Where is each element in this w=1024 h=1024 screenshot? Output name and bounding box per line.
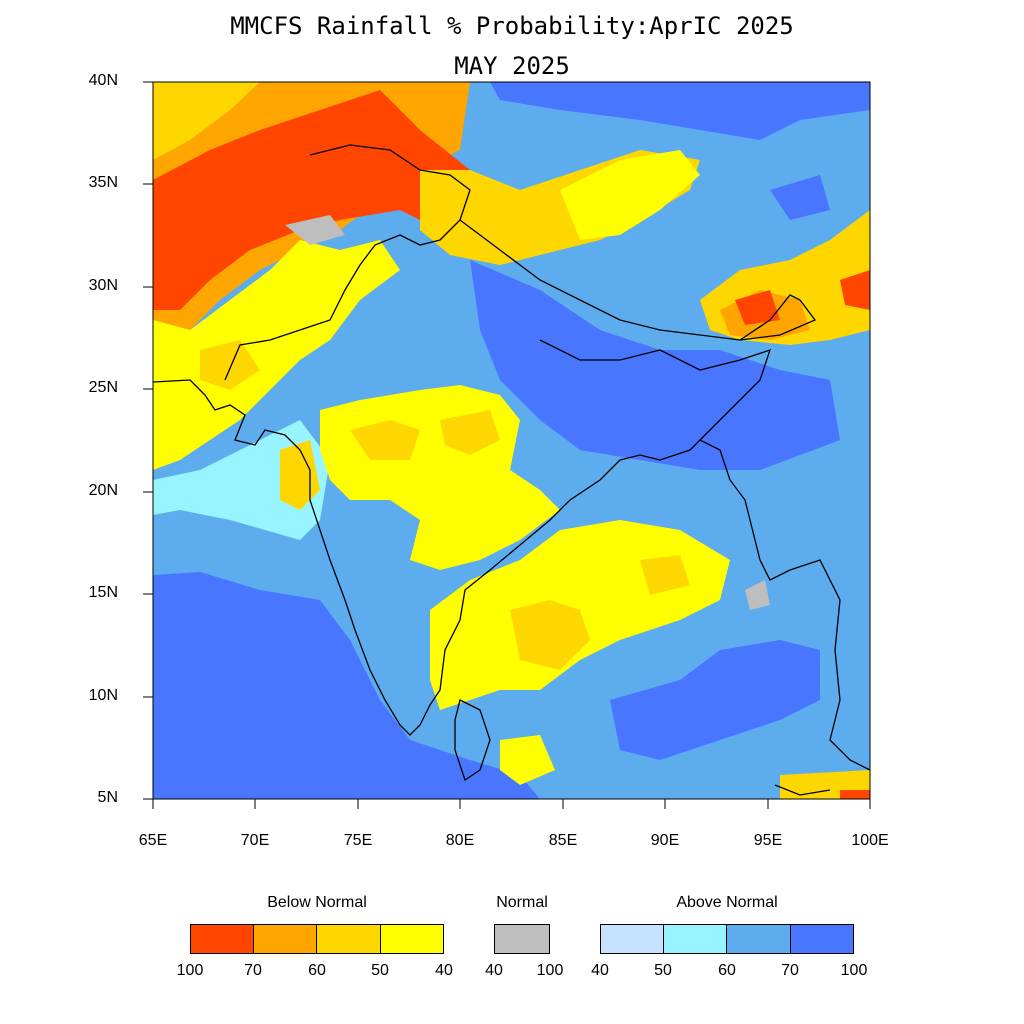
legend-tick-bn-60: 60 bbox=[308, 962, 326, 979]
field-sw-ocean-high bbox=[153, 572, 540, 799]
legend-below-normal-heading: Below Normal bbox=[267, 894, 367, 911]
sumatra-outline bbox=[774, 784, 831, 796]
lon-label-100e: 100E bbox=[851, 832, 889, 849]
lat-label-15n: 15N bbox=[88, 584, 118, 601]
map-title: MMCFS Rainfall % Probability:AprIC 2025 bbox=[230, 12, 794, 40]
field-bay-gold-2 bbox=[640, 555, 690, 595]
legend-tick-bn-70: 70 bbox=[244, 962, 262, 979]
myanmar-coast bbox=[749, 519, 870, 771]
legend-swatch-bn-50-40 bbox=[380, 924, 444, 954]
field-ne-red bbox=[735, 290, 780, 325]
legend-above-normal-heading: Above Normal bbox=[676, 894, 778, 911]
field-srilanka-yellow bbox=[500, 735, 555, 785]
axis-ticks bbox=[143, 81, 871, 809]
legend-swatch-bn-100-70 bbox=[190, 924, 254, 954]
lon-label-85e: 85E bbox=[548, 832, 578, 849]
field-north-yellow bbox=[560, 150, 700, 240]
field-nw-yellow bbox=[153, 240, 400, 470]
srilanka-outline bbox=[454, 699, 491, 782]
legend-tick-an-40: 40 bbox=[591, 962, 609, 979]
field-central-gold-1 bbox=[350, 420, 420, 460]
north-border bbox=[224, 144, 471, 381]
field-ne-red-edge bbox=[840, 270, 870, 310]
field-bay-gold-1 bbox=[510, 600, 590, 670]
lat-label-5n: 5N bbox=[97, 789, 118, 806]
legend-tick-bn-40: 40 bbox=[435, 962, 453, 979]
legend-swatch-normal bbox=[494, 924, 550, 954]
lon-label-95e: 95E bbox=[753, 832, 783, 849]
legend-tick-bn-100: 100 bbox=[176, 962, 204, 979]
legend-tick-an-50: 50 bbox=[654, 962, 672, 979]
field-central-gold-2 bbox=[440, 410, 500, 455]
legend-tick-normal-40: 40 bbox=[485, 962, 503, 979]
probability-field bbox=[153, 82, 870, 799]
lat-label-30n: 30N bbox=[88, 277, 118, 294]
field-se-high bbox=[610, 640, 820, 760]
northeast-border bbox=[539, 339, 772, 441]
himalaya-border bbox=[459, 219, 817, 341]
field-north-high bbox=[490, 82, 870, 140]
field-normal-patch-1 bbox=[285, 215, 345, 245]
field-nw-gold bbox=[153, 82, 260, 160]
field-nw-red bbox=[153, 90, 500, 310]
legend-swatch-bn-60-50 bbox=[316, 924, 381, 954]
map-subtitle: MAY 2025 bbox=[454, 52, 570, 80]
lat-label-20n: 20N bbox=[88, 482, 118, 499]
legend-tick-an-70: 70 bbox=[781, 962, 799, 979]
plot-frame bbox=[152, 81, 871, 800]
legend-tick-bn-50: 50 bbox=[371, 962, 389, 979]
legend-tick-an-60: 60 bbox=[718, 962, 736, 979]
lon-label-90e: 90E bbox=[650, 832, 680, 849]
legend-tick-an-100: 100 bbox=[840, 962, 868, 979]
lat-label-40n: 40N bbox=[88, 72, 118, 89]
field-ne-high-patch bbox=[770, 175, 830, 220]
lat-label-10n: 10N bbox=[88, 687, 118, 704]
lon-label-70e: 70E bbox=[240, 832, 270, 849]
field-se-red bbox=[840, 790, 870, 799]
boundaries bbox=[153, 144, 870, 796]
india-coastline bbox=[153, 379, 751, 736]
legend-swatch-an-60-70 bbox=[726, 924, 791, 954]
lat-label-35n: 35N bbox=[88, 174, 118, 191]
lon-label-75e: 75E bbox=[343, 832, 373, 849]
field-normal-patch-2 bbox=[745, 580, 770, 610]
lon-label-80e: 80E bbox=[445, 832, 475, 849]
legend-swatch-an-70-100 bbox=[790, 924, 854, 954]
legend-swatch-an-40-50 bbox=[600, 924, 664, 954]
legend-normal-heading: Normal bbox=[496, 894, 548, 911]
lon-label-65e: 65E bbox=[138, 832, 168, 849]
legend-swatch-bn-70-60 bbox=[253, 924, 317, 954]
lat-label-25n: 25N bbox=[88, 379, 118, 396]
field-east-high bbox=[470, 260, 840, 470]
legend-swatch-an-50-60 bbox=[663, 924, 727, 954]
field-nw-gold-patch bbox=[200, 340, 260, 390]
legend-tick-normal-100: 100 bbox=[536, 962, 564, 979]
